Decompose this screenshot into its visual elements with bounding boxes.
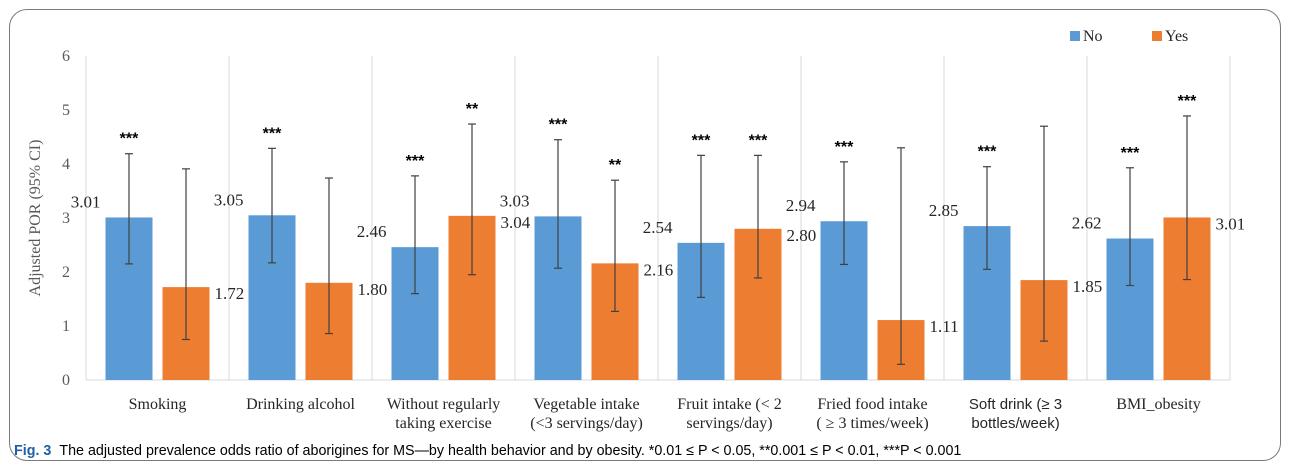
data-label: 2.46 — [357, 222, 387, 241]
significance-marker: *** — [1121, 145, 1140, 162]
data-label: 2.54 — [643, 218, 673, 237]
category-label: Fried food intake — [817, 396, 927, 413]
data-label: 1.11 — [930, 317, 959, 336]
category-label: ( ≥ 3 times/week) — [816, 415, 928, 432]
data-label: 2.85 — [929, 201, 959, 220]
category-label: servings/day) — [686, 415, 772, 432]
y-axis-ticks: 0 1 2 3 4 5 6 — [62, 48, 70, 389]
category-label: Soft drink (≥ 3 — [969, 396, 1062, 413]
caption-text: The adjusted prevalence odds ratio of ab… — [59, 443, 962, 459]
data-label: 1.85 — [1073, 277, 1103, 296]
category-label: bottles/week) — [971, 415, 1059, 432]
bars: 3.01 *** 1.72 3.05 *** 1.80 2.46 *** 3.04 ** 3.03 *… — [71, 93, 1246, 380]
data-label: 2.80 — [787, 226, 817, 245]
significance-marker: ** — [466, 101, 479, 118]
y-axis-label: Adjusted POR (95% CI) — [27, 140, 44, 297]
data-label: 2.16 — [644, 260, 674, 279]
data-label: 3.01 — [1216, 214, 1246, 233]
data-label: 2.62 — [1072, 214, 1102, 233]
figure-frame — [9, 9, 1281, 461]
x-axis-categories: Smoking Drinking alcohol Without regularly… — [129, 396, 1201, 432]
y-tick-label: 4 — [62, 156, 70, 173]
data-label: 1.80 — [358, 280, 388, 299]
y-tick-label: 2 — [62, 264, 70, 281]
data-label: 3.03 — [500, 191, 530, 210]
significance-marker: *** — [1178, 93, 1197, 110]
y-tick-label: 1 — [62, 318, 70, 335]
significance-marker: *** — [749, 132, 768, 149]
data-label: 2.94 — [786, 196, 816, 215]
y-tick-label: 3 — [62, 210, 70, 227]
data-label: 1.72 — [215, 284, 245, 303]
data-label: 3.01 — [71, 192, 101, 211]
category-label: Without regularly — [387, 396, 501, 413]
significance-marker: *** — [978, 144, 997, 161]
legend-label-yes: Yes — [1165, 28, 1188, 45]
legend-label-no: No — [1083, 28, 1103, 45]
significance-marker: ** — [609, 157, 622, 174]
significance-marker: *** — [692, 132, 711, 149]
category-label: Smoking — [129, 396, 187, 413]
y-tick-label: 5 — [62, 102, 70, 119]
y-tick-label: 0 — [62, 372, 70, 389]
bar-chart: 0 1 2 3 4 5 6 Adjusted POR (95% CI) 3.01 *** 1.7… — [27, 28, 1246, 432]
figure-label: Fig. 3 — [14, 443, 52, 459]
legend: No Yes — [1070, 28, 1188, 45]
figure-caption: Fig. 3 The adjusted prevalence odds ratio… — [14, 443, 1284, 459]
significance-marker: *** — [549, 117, 568, 134]
legend-swatch-yes — [1152, 31, 1162, 41]
data-label: 3.05 — [214, 190, 244, 209]
data-label: 3.04 — [501, 213, 531, 232]
category-label: Vegetable intake — [533, 396, 639, 413]
significance-marker: *** — [835, 139, 854, 156]
significance-marker: *** — [120, 131, 139, 148]
category-label: Fruit intake (< 2 — [677, 396, 782, 413]
category-label: Drinking alcohol — [246, 396, 355, 413]
category-label: BMI_obesity — [1116, 396, 1200, 413]
category-label: taking exercise — [395, 415, 491, 432]
y-tick-label: 6 — [62, 48, 70, 65]
significance-marker: *** — [263, 125, 282, 142]
significance-marker: *** — [406, 153, 425, 170]
legend-swatch-no — [1070, 31, 1080, 41]
category-label: (<3 servings/day) — [530, 415, 643, 432]
